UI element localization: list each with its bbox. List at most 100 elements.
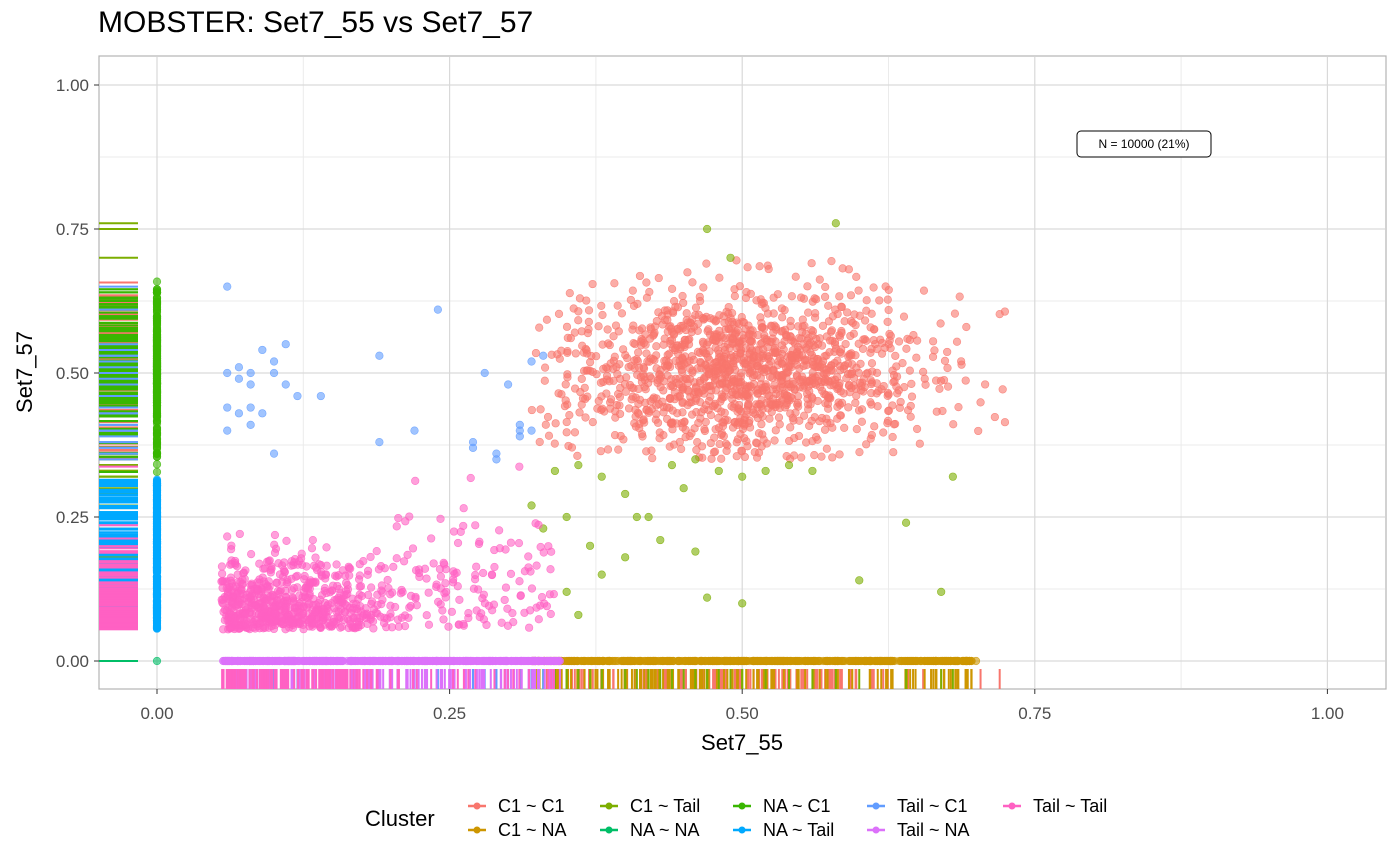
data-point (889, 370, 899, 380)
data-point (293, 391, 302, 401)
data-point (780, 337, 789, 346)
data-point (812, 295, 821, 304)
data-point (810, 656, 819, 666)
data-point (546, 609, 555, 619)
data-point (501, 583, 511, 592)
data-point (405, 603, 414, 612)
data-point (828, 366, 837, 375)
data-point (647, 374, 656, 383)
data-point (235, 529, 244, 539)
data-point (291, 572, 300, 581)
data-point (738, 599, 747, 608)
data-point (414, 565, 424, 574)
data-point (680, 656, 689, 666)
data-point (625, 656, 634, 666)
data-point (527, 426, 536, 435)
data-point (611, 321, 621, 330)
data-point (762, 656, 771, 666)
data-point (729, 656, 738, 666)
data-point (848, 318, 857, 327)
data-point (828, 453, 837, 462)
data-point (224, 656, 233, 666)
data-point (687, 410, 697, 419)
data-point (269, 368, 279, 378)
data-point (701, 417, 710, 427)
data-point (722, 446, 731, 456)
data-point (654, 273, 663, 283)
data-point (954, 403, 963, 412)
data-point (913, 336, 922, 345)
data-point (844, 403, 853, 412)
data-point (685, 356, 694, 365)
data-point (223, 368, 232, 378)
data-point (837, 656, 846, 666)
data-point (582, 296, 591, 305)
data-point (883, 391, 892, 401)
data-point (152, 586, 162, 595)
data-point (562, 587, 571, 596)
data-point (935, 384, 944, 393)
data-point (327, 656, 337, 666)
data-point (818, 321, 828, 330)
data-point (218, 569, 227, 578)
data-point (152, 398, 162, 407)
data-point (688, 278, 697, 287)
data-point (955, 292, 964, 301)
data-point (470, 575, 480, 584)
data-point (584, 306, 594, 315)
data-point (447, 607, 456, 616)
data-point (721, 439, 731, 448)
data-point (599, 364, 608, 373)
data-point (612, 363, 621, 372)
data-point (369, 656, 378, 666)
data-point (820, 425, 830, 434)
data-point (727, 324, 736, 333)
data-point (584, 656, 593, 666)
data-point (468, 438, 478, 447)
data-point (763, 390, 772, 399)
data-point (894, 337, 904, 346)
data-point (699, 283, 708, 292)
data-point (750, 448, 759, 457)
data-point (869, 283, 878, 292)
data-point (394, 622, 403, 631)
data-point (561, 380, 570, 389)
data-point (152, 460, 162, 469)
data-point (577, 374, 586, 384)
data-point (660, 356, 669, 365)
data-point (734, 391, 743, 400)
data-point (912, 424, 922, 434)
data-point (775, 403, 784, 413)
data-point (152, 622, 162, 631)
data-point (891, 419, 900, 429)
data-point (822, 444, 831, 453)
data-point (845, 380, 854, 390)
data-point (827, 326, 836, 335)
data-point (613, 301, 622, 310)
data-point (764, 264, 773, 274)
data-point (310, 656, 320, 666)
data-point (824, 301, 833, 310)
data-point (707, 454, 716, 463)
data-point (616, 431, 625, 441)
data-point (846, 369, 855, 379)
data-point (531, 348, 541, 358)
data-point (746, 367, 755, 376)
data-point (565, 289, 574, 298)
data-point (475, 537, 484, 546)
data-point (644, 512, 653, 522)
data-point (307, 544, 317, 553)
data-point (786, 409, 795, 418)
data-point (717, 429, 727, 438)
data-point (433, 305, 442, 314)
data-point (152, 656, 162, 666)
data-point (546, 565, 555, 574)
data-point (784, 362, 793, 371)
data-point (152, 365, 162, 374)
data-point (833, 414, 842, 423)
data-point (752, 386, 761, 395)
data-point (852, 425, 861, 434)
data-point (675, 437, 684, 447)
data-point (821, 399, 830, 408)
data-point (827, 257, 836, 266)
